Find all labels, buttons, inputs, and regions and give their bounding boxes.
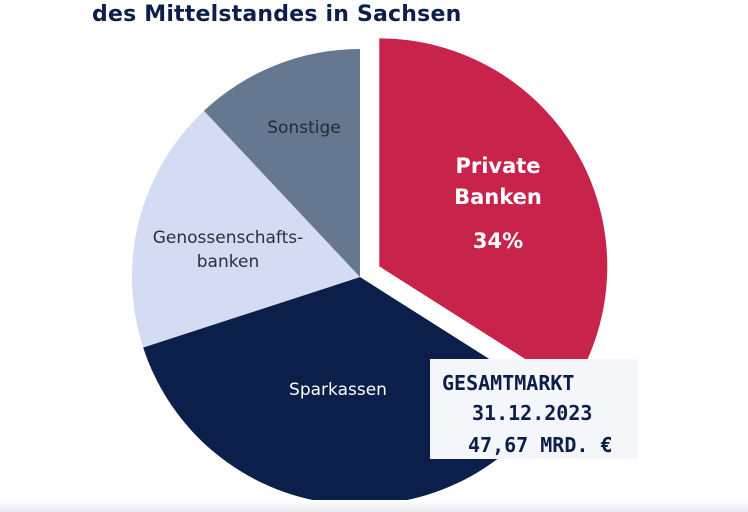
pie-slice-private [379, 38, 608, 389]
slice-label-genossenschaft-1: Genossenschafts- [153, 228, 304, 248]
pie-slice-sonstige [203, 49, 360, 277]
summary-box: GESAMTMARKT 31.12.2023 47,67 MRD. € [430, 359, 638, 459]
slice-label-private-2: Banken [454, 185, 542, 209]
summary-total: 47,67 MRD. € [468, 433, 613, 457]
slice-label-genossenschaft-2: banken [197, 252, 259, 272]
slice-value-private: 34% [473, 229, 523, 253]
chart-title: des Mittelstandes in Sachsen [92, 2, 462, 27]
slice-label-private-1: Private [455, 154, 540, 178]
slice-label-sparkassen-1: Sparkassen [289, 380, 387, 400]
slice-label-sonstige-1: Sonstige [267, 118, 340, 138]
bottom-edge [0, 500, 748, 512]
summary-date: 31.12.2023 [472, 401, 593, 425]
pie-slice-genossenschaft [132, 110, 360, 348]
summary-title: GESAMTMARKT [442, 371, 575, 395]
